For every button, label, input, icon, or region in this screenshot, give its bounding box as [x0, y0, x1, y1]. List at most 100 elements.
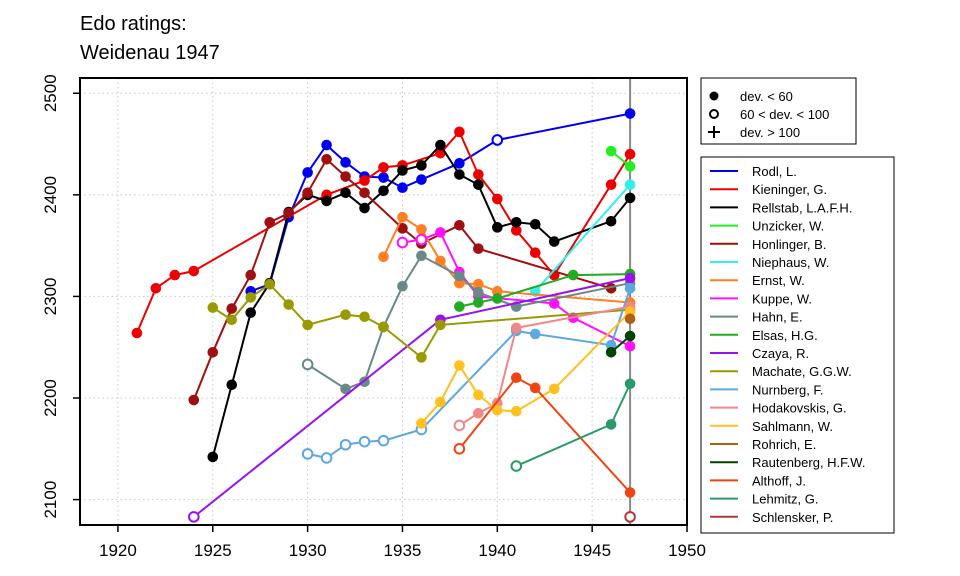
- legend-label: Kuppe, W.: [752, 291, 812, 306]
- data-point: [416, 224, 427, 235]
- x-tick-label: 1930: [289, 541, 327, 560]
- data-point: [378, 321, 389, 333]
- data-point-open: [358, 435, 371, 448]
- x-tick-label: 1950: [668, 541, 706, 560]
- data-point-open: [301, 358, 314, 371]
- series-line: [211, 143, 631, 458]
- data-point: [283, 207, 294, 219]
- y-tick-label: 2300: [41, 278, 60, 316]
- data-point: [416, 418, 427, 429]
- legend-label: Niephaus, W.: [752, 255, 829, 270]
- series-rohrich-e: [624, 313, 636, 325]
- data-point: [416, 160, 427, 171]
- data-point: [605, 346, 617, 358]
- data-point: [302, 167, 313, 178]
- data-point: [188, 265, 200, 277]
- legend-label: Hahn, E.: [752, 310, 803, 325]
- y-tick-label: 2200: [41, 379, 60, 417]
- data-point: [624, 108, 636, 119]
- data-point: [359, 311, 370, 323]
- data-point: [624, 192, 636, 204]
- data-point: [378, 185, 389, 197]
- data-point-open: [510, 460, 523, 472]
- legend-label: Rohrich, E.: [752, 437, 816, 452]
- series-honlinger-b: [188, 153, 617, 406]
- y-tick-label: 2500: [41, 74, 60, 112]
- data-point: [397, 280, 408, 292]
- legend-label: Hodakovskis, G.: [752, 401, 847, 416]
- data-point-open: [301, 448, 314, 460]
- data-point: [340, 171, 351, 182]
- data-point: [473, 287, 484, 298]
- data-point-open: [453, 419, 466, 432]
- data-point: [321, 153, 332, 165]
- data-point: [207, 302, 219, 313]
- data-point: [378, 251, 389, 263]
- data-point: [150, 282, 162, 294]
- data-point: [359, 175, 370, 186]
- data-point: [624, 487, 636, 498]
- legend-filled-circle-icon: [709, 91, 719, 101]
- data-point: [548, 236, 560, 247]
- data-point: [378, 172, 389, 183]
- grid-lines: [80, 78, 688, 525]
- legend-label: Nurnberg, F.: [752, 382, 824, 397]
- data-point: [492, 404, 503, 416]
- series-unzicker-w: [605, 145, 636, 172]
- data-point-open: [415, 233, 428, 246]
- data-point: [454, 126, 465, 138]
- data-point: [605, 179, 617, 190]
- data-point: [454, 301, 465, 312]
- data-point: [264, 216, 275, 228]
- data-point: [245, 269, 257, 281]
- data-point: [473, 243, 484, 254]
- series-rodl-l: [245, 108, 636, 297]
- data-point: [226, 314, 238, 326]
- data-point: [510, 216, 522, 228]
- series-line: [534, 184, 631, 292]
- legend-open-circle-icon: [709, 109, 719, 119]
- series-rautenberg-h-f-w: [605, 330, 636, 358]
- data-point: [416, 250, 427, 262]
- data-point: [567, 269, 579, 281]
- legend-label: Elsas, H.G.: [752, 328, 818, 343]
- marker-legend-label: 60 < dev. < 100: [740, 107, 829, 122]
- data-point: [492, 193, 503, 205]
- data-point: [340, 309, 351, 321]
- legend-label: Rodl, L.: [752, 164, 797, 179]
- legend-label: Honlinger, B.: [752, 237, 826, 252]
- legend-label: Schlensker, P.: [752, 510, 833, 525]
- data-point-open: [396, 236, 409, 249]
- data-point: [624, 179, 636, 190]
- data-point: [529, 218, 541, 230]
- data-point: [397, 165, 408, 176]
- data-point: [605, 145, 617, 157]
- data-point-open: [320, 452, 333, 464]
- data-point: [510, 372, 522, 383]
- series-schlensker-p: [624, 511, 636, 523]
- axes: 1920 1925 1930 1935 1940 1945 1950 2100 2200 2300…: [41, 74, 706, 560]
- series-line: [307, 287, 632, 459]
- data-point: [510, 322, 522, 334]
- data-point: [605, 215, 617, 227]
- series-layer: [131, 108, 636, 523]
- data-point: [397, 223, 408, 234]
- data-point: [454, 220, 465, 231]
- marker-legend: dev. < 60 60 < dev. < 100 dev. > 100: [700, 77, 857, 145]
- data-point: [492, 293, 503, 304]
- series-legend-box: [700, 156, 895, 534]
- data-point: [359, 187, 370, 199]
- series-legend: Rodl, L. Kieninger, G. Rellstab, L.A.F.H. U…: [700, 156, 895, 534]
- y-tick-label: 2100: [41, 481, 60, 519]
- data-point: [435, 227, 446, 238]
- plot-frame: [79, 77, 688, 526]
- data-point: [492, 222, 503, 233]
- data-point: [473, 407, 484, 419]
- data-point: [416, 174, 427, 185]
- data-point-open: [491, 134, 504, 146]
- data-point: [188, 394, 200, 406]
- data-point: [207, 346, 219, 358]
- marker-legend-box: [700, 77, 857, 145]
- data-point: [473, 169, 484, 180]
- data-point: [207, 451, 219, 463]
